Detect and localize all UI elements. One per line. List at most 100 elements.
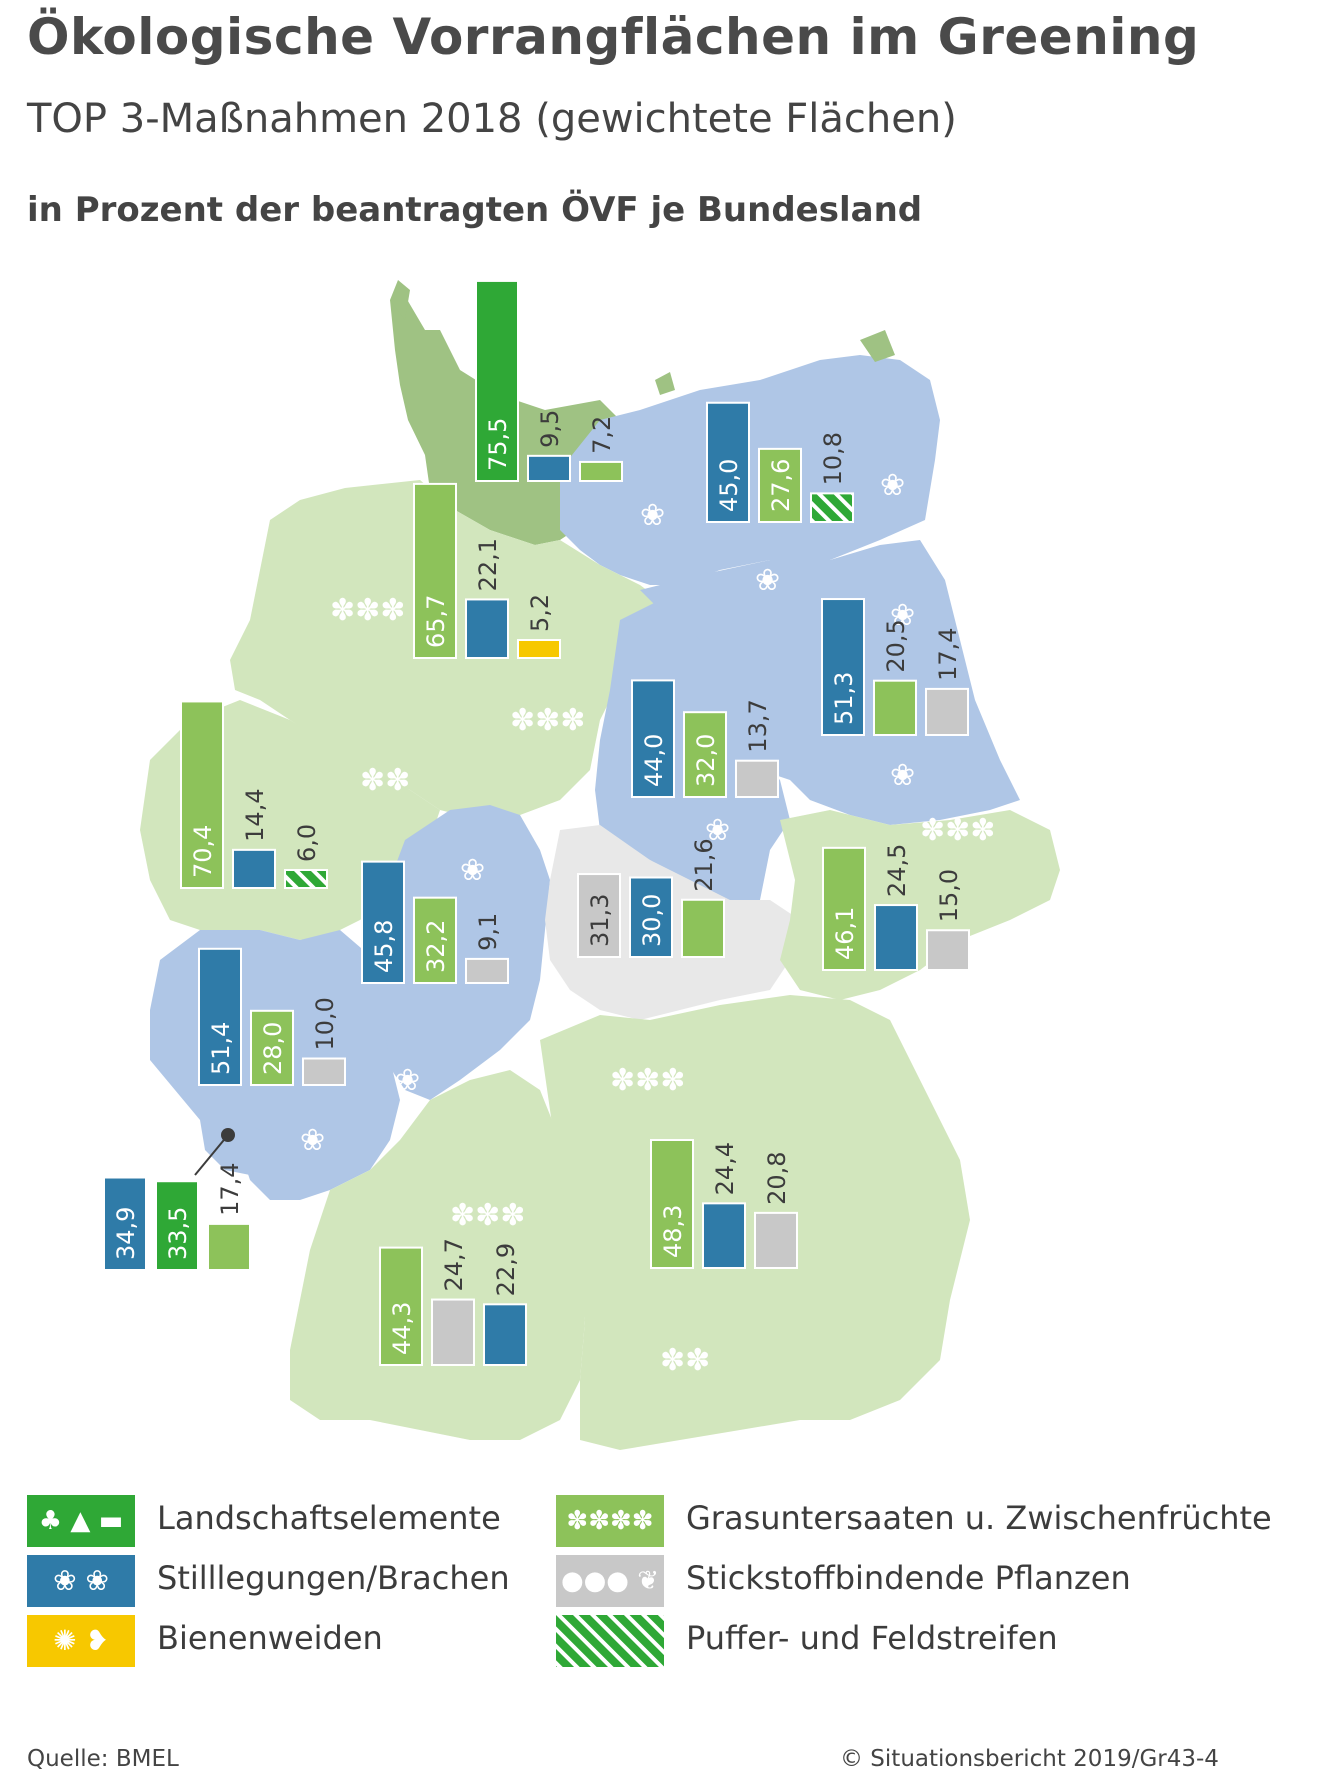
- plant-icon: ✽✽✽: [510, 703, 585, 738]
- bar-gras: [822, 846, 866, 972]
- legend-label: Stickstoffbindende Pflanzen: [686, 1559, 1131, 1597]
- bar-value-label: 5,2: [526, 594, 554, 632]
- bar-value-label: 34,9: [112, 1207, 140, 1260]
- bar-stilllegung: [103, 1176, 147, 1272]
- region-saarland: [200, 1115, 270, 1175]
- bar-value-label: 33,5: [164, 1207, 192, 1260]
- bar-landschaft: [155, 1180, 199, 1271]
- bar-gras: [207, 1222, 251, 1272]
- pea-icon: ●●● ❦: [556, 1555, 664, 1607]
- bar-value-label: 51,4: [207, 1022, 235, 1075]
- flower-icon: ❀: [890, 758, 915, 793]
- bar-gras: [379, 1246, 423, 1366]
- page-title: Ökologische Vorrangflächen im Greening: [27, 8, 1200, 66]
- bar-value-label: 14,4: [241, 788, 269, 841]
- bar-gras: [758, 447, 802, 523]
- bar-value-label: 30,0: [638, 894, 666, 947]
- bar-stilllegung: [198, 947, 242, 1086]
- bar-stilllegung: [706, 401, 750, 523]
- legend-label: Bienenweiden: [157, 1619, 383, 1657]
- bar-value-label: 21,6: [690, 838, 718, 891]
- flower-icon: ❀: [880, 468, 905, 503]
- flower-icon: ❀: [705, 813, 730, 848]
- bar-gras: [413, 482, 457, 659]
- bar-stickstoff: [431, 1298, 475, 1367]
- flower-icon: ❀: [890, 598, 915, 633]
- bar-gras: [681, 898, 725, 959]
- bar-value-label: 45,0: [715, 459, 743, 512]
- bar-value-label: 24,5: [883, 844, 911, 897]
- flower-icon: ❀ ❀: [27, 1555, 135, 1607]
- bar-value-label: 24,7: [440, 1238, 468, 1291]
- bar-stickstoff: [925, 687, 969, 737]
- legend-label: Puffer- und Feldstreifen: [686, 1619, 1058, 1657]
- plant-icon: ✽✽✽: [330, 593, 405, 628]
- flower-icon: ❀: [395, 1063, 420, 1098]
- flower-icon: ❀: [640, 498, 665, 533]
- bar-value-label: 70,4: [189, 825, 217, 878]
- bar-value-label: 22,9: [492, 1243, 520, 1296]
- bar-value-label: 7,2: [588, 416, 616, 454]
- saarland-callout-line: [194, 1134, 229, 1176]
- saarland-callout-dot: [221, 1128, 235, 1142]
- flower-icon: ❀: [300, 1123, 325, 1158]
- flower-icon: ❀: [755, 563, 780, 598]
- bar-stickstoff: [926, 929, 970, 971]
- bar-stilllegung: [821, 598, 865, 736]
- bar-value-label: 20,5: [882, 619, 910, 672]
- bar-value-label: 45,8: [370, 920, 398, 973]
- bar-value-label: 10,0: [311, 997, 339, 1050]
- tree-icon: ♣ ▲ ▬ ▲: [27, 1495, 135, 1588]
- bar-value-label: 27,6: [767, 459, 795, 512]
- bar-stickstoff: [302, 1057, 346, 1086]
- bar-value-label: 22,1: [474, 538, 502, 591]
- bar-stickstoff: [735, 759, 779, 799]
- bar-value-label: 44,3: [388, 1302, 416, 1355]
- bar-gras: [683, 711, 727, 799]
- bar-stilllegung: [629, 876, 673, 958]
- bar-stilllegung: [361, 860, 405, 985]
- bar-value-label: 15,0: [935, 869, 963, 922]
- bar-stickstoff: [754, 1211, 798, 1270]
- plant-icon: ✽✽✽✽: [556, 1495, 664, 1547]
- bar-value-label: 65,7: [422, 595, 450, 648]
- bar-stilllegung: [483, 1303, 527, 1366]
- bar-puffer: [284, 869, 328, 889]
- unit-label: in Prozent der beantragten ÖVF je Bundes…: [27, 190, 923, 230]
- plant-icon: ✽✽✽: [920, 813, 995, 848]
- bar-value-label: 9,1: [474, 913, 502, 951]
- bar-value-label: 24,4: [711, 1142, 739, 1195]
- stripes-icon: [556, 1615, 664, 1667]
- bee-icon: ✺ ❥: [27, 1615, 135, 1667]
- germany-map: ✽✽✽ ✽✽✽ ✽✽ ✽✽✽ ✽✽✽ ✽✽✽ ✽✽ ❀ ❀ ❀ ❀ ❀ ❀ ❀ …: [103, 279, 1060, 1450]
- legend-label: Landschaftselemente: [157, 1499, 501, 1537]
- bar-value-label: 6,0: [293, 824, 321, 862]
- bar-gras: [180, 700, 224, 889]
- bar-value-label: 10,8: [819, 432, 847, 485]
- bar-value-label: 20,8: [763, 1151, 791, 1204]
- bar-value-label: 75,5: [484, 418, 512, 471]
- region-hessen: [370, 805, 550, 1100]
- plant-icon: ✽✽✽: [450, 1198, 525, 1233]
- bar-gras: [579, 460, 623, 483]
- bar-value-label: 13,7: [744, 699, 772, 752]
- bar-value-label: 51,3: [830, 672, 858, 725]
- legend-label: Grasuntersaaten u. Zwischenfrüchte: [686, 1499, 1272, 1537]
- legend-label: Stilllegungen/Brachen: [157, 1559, 510, 1597]
- page-subtitle: TOP 3-Maßnahmen 2018 (gewichtete Flächen…: [27, 96, 957, 142]
- bar-value-label: 44,0: [640, 734, 668, 787]
- plant-icon: ✽✽: [360, 763, 410, 798]
- flower-icon: ❀: [460, 853, 485, 888]
- bar-stilllegung: [232, 848, 276, 890]
- bar-stilllegung: [465, 598, 509, 659]
- bar-value-label: 48,3: [659, 1205, 687, 1258]
- plant-icon: ✽✽: [660, 1343, 710, 1378]
- bar-stilllegung: [702, 1202, 746, 1269]
- bar-value-label: 17,4: [934, 627, 962, 680]
- bar-value-label: 9,5: [536, 410, 564, 448]
- bar-stilllegung: [631, 679, 675, 799]
- bar-value-label: 31,3: [586, 894, 614, 947]
- plant-icon: ✽✽✽: [610, 1063, 685, 1098]
- bar-value-label: 17,4: [216, 1162, 244, 1215]
- bar-bienen: [517, 639, 561, 659]
